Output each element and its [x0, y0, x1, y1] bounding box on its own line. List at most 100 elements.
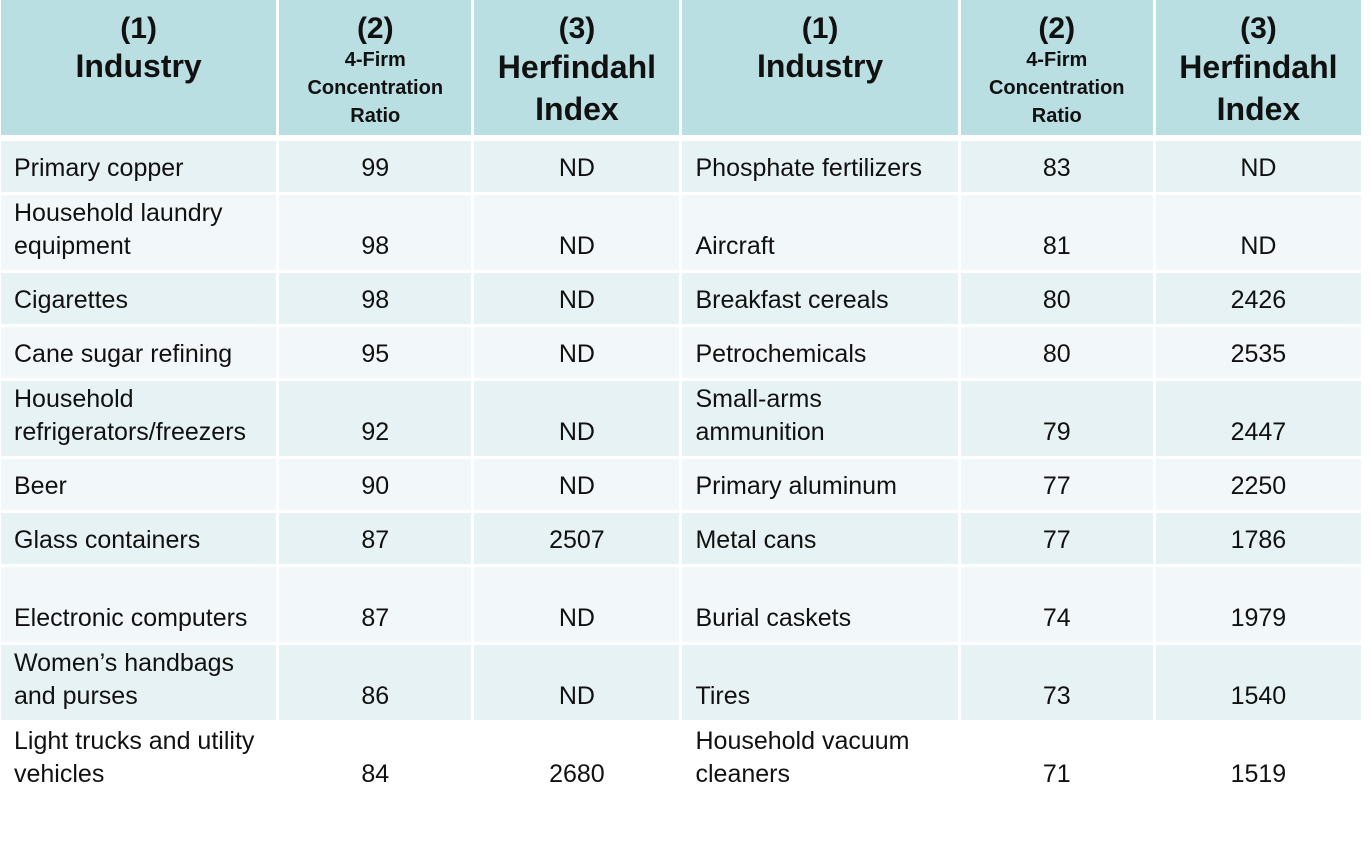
- concentration-ratio-cell-text: 77: [1042, 526, 1071, 554]
- herfindahl-index-cell: 2535: [1155, 327, 1361, 381]
- concentration-ratio-cell-text: 90: [361, 472, 390, 500]
- industry-cell-text: Glass containers: [14, 526, 201, 554]
- concentration-ratio-cell: 77: [960, 459, 1153, 513]
- herfindahl-index-cell-text: 1979: [1230, 604, 1287, 632]
- header-number: (2): [1038, 12, 1076, 45]
- industry-cell: Beer: [1, 459, 277, 513]
- industry-cell-text: Primary aluminum: [695, 472, 897, 500]
- herfindahl-index-cell-text: 2426: [1230, 286, 1287, 314]
- herfindahl-index-cell: ND: [474, 327, 680, 381]
- industry-cell: Aircraft: [682, 195, 958, 273]
- concentration-ratio-cell: 81: [960, 195, 1153, 273]
- herfindahl-index-cell-text: 2250: [1230, 472, 1287, 500]
- herfindahl-index-cell: ND: [474, 645, 680, 723]
- concentration-ratio-cell: 99: [279, 141, 472, 195]
- industry-cell: Tires: [682, 645, 958, 723]
- industry-cell-text: Small-arms ammunition: [695, 385, 825, 446]
- industry-cell: Primary aluminum: [682, 459, 958, 513]
- industry-cell-text: Women’s handbags and purses: [14, 649, 235, 710]
- concentration-ratio-cell-text: 95: [361, 340, 390, 368]
- concentration-ratio-cell: 92: [279, 381, 472, 459]
- table-body: Primary copper 99 ND Phosphate fertilizers 8…: [1, 141, 1361, 801]
- header-label: Herfindahl: [497, 49, 657, 85]
- concentration-ratio-cell: 95: [279, 327, 472, 381]
- industry-cell-text: Beer: [14, 472, 67, 500]
- herfindahl-index-cell: ND: [474, 567, 680, 645]
- industry-cell: Glass containers: [1, 513, 277, 567]
- concentration-ratio-cell: 80: [960, 327, 1153, 381]
- concentration-ratio-cell: 79: [960, 381, 1153, 459]
- herfindahl-index-cell-text: 2447: [1230, 418, 1287, 446]
- concentration-ratio-cell-text: 80: [1042, 340, 1071, 368]
- concentration-ratio-cell-text: 83: [1042, 154, 1071, 182]
- header-label: Ratio: [350, 105, 401, 127]
- herfindahl-index-cell: ND: [474, 381, 680, 459]
- industry-cell-text: Electronic computers: [14, 604, 248, 632]
- table-row: Cigarettes 98 ND Breakfast cereals 80 2426: [1, 273, 1361, 327]
- herfindahl-index-cell-text: 1540: [1230, 682, 1287, 710]
- concentration-ratio-cell-text: 71: [1042, 760, 1071, 788]
- industry-cell: Petrochemicals: [682, 327, 958, 381]
- concentration-ratio-cell: 87: [279, 567, 472, 645]
- concentration-ratio-cell: 87: [279, 513, 472, 567]
- concentration-ratio-cell: 80: [960, 273, 1153, 327]
- herfindahl-index-cell: 1786: [1155, 513, 1361, 567]
- table-row: Electronic computers 87 ND Burial caskets 74…: [1, 567, 1361, 645]
- herfindahl-index-cell: ND: [1155, 195, 1361, 273]
- table-row: Women’s handbags and purses 86 ND Tires 73 15…: [1, 645, 1361, 723]
- concentration-ratio-cell: 83: [960, 141, 1153, 195]
- table-row: Primary copper 99 ND Phosphate fertilizers 8…: [1, 141, 1361, 195]
- concentration-ratio-cell: 86: [279, 645, 472, 723]
- industry-cell-text: Cane sugar refining: [14, 340, 233, 368]
- concentration-table-container: (1) Industry (2) 4-Firm Concentration Ra…: [1, 0, 1361, 801]
- herfindahl-index-cell: 1979: [1155, 567, 1361, 645]
- industry-cell-text: Tires: [695, 682, 751, 710]
- concentration-ratio-cell-text: 73: [1042, 682, 1071, 710]
- herfindahl-index-cell: ND: [474, 195, 680, 273]
- industry-cell: Small-arms ammunition: [682, 381, 958, 459]
- concentration-ratio-cell-text: 79: [1042, 418, 1071, 446]
- concentration-ratio-cell: 98: [279, 273, 472, 327]
- herfindahl-index-cell-text: ND: [558, 232, 595, 260]
- herfindahl-index-cell-text: 2507: [549, 526, 605, 554]
- herfindahl-index-cell-text: ND: [558, 286, 595, 314]
- industry-cell-text: Primary copper: [14, 154, 184, 182]
- industry-cell: Metal cans: [682, 513, 958, 567]
- industry-cell: Breakfast cereals: [682, 273, 958, 327]
- herfindahl-index-cell: ND: [474, 141, 680, 195]
- herfindahl-index-cell-text: ND: [558, 472, 595, 500]
- header-label: Index: [535, 91, 619, 127]
- herfindahl-index-cell-text: ND: [558, 418, 595, 446]
- header-label: Herfindahl: [1179, 49, 1338, 85]
- industry-cell-text: Burial caskets: [695, 604, 852, 632]
- herfindahl-index-cell: 2447: [1155, 381, 1361, 459]
- table-row: Cane sugar refining 95 ND Petrochemicals 80 2…: [1, 327, 1361, 381]
- header-number: (1): [120, 12, 157, 45]
- concentration-ratio-cell-text: 92: [361, 418, 390, 446]
- industry-cell: Household refrigerators/freezers: [1, 381, 277, 459]
- header-number: (2): [356, 12, 394, 45]
- herfindahl-index-cell-text: ND: [558, 682, 595, 710]
- herfindahl-index-cell: 2507: [474, 513, 680, 567]
- header-label: Index: [1216, 91, 1301, 127]
- header-herfindahl-right: (3) Herfindahl Index: [1155, 0, 1361, 135]
- herfindahl-index-cell: 2426: [1155, 273, 1361, 327]
- industry-cell: Women’s handbags and purses: [1, 645, 277, 723]
- header-number: (3): [1240, 12, 1277, 45]
- header-herfindahl-left: (3) Herfindahl Index: [474, 0, 680, 135]
- industry-cell-text: Petrochemicals: [695, 340, 867, 368]
- industry-cell: Household laundry equipment: [1, 195, 277, 273]
- industry-cell-text: Breakfast cereals: [695, 286, 889, 314]
- header-label: Concentration: [307, 77, 444, 99]
- industry-cell: Household vacuum cleaners: [682, 723, 958, 801]
- industry-cell: Electronic computers: [1, 567, 277, 645]
- concentration-ratio-cell: 98: [279, 195, 472, 273]
- concentration-ratio-cell: 71: [960, 723, 1153, 801]
- header-industry-left: (1) Industry: [1, 0, 277, 135]
- herfindahl-index-cell-text: ND: [1240, 154, 1277, 182]
- concentration-ratio-cell: 84: [279, 723, 472, 801]
- table-row: Household laundry equipment 98 ND Aircraft 8…: [1, 195, 1361, 273]
- industry-cell-text: Phosphate fertilizers: [695, 154, 922, 182]
- concentration-ratio-cell: 73: [960, 645, 1153, 723]
- concentration-ratio-cell-text: 84: [361, 760, 390, 788]
